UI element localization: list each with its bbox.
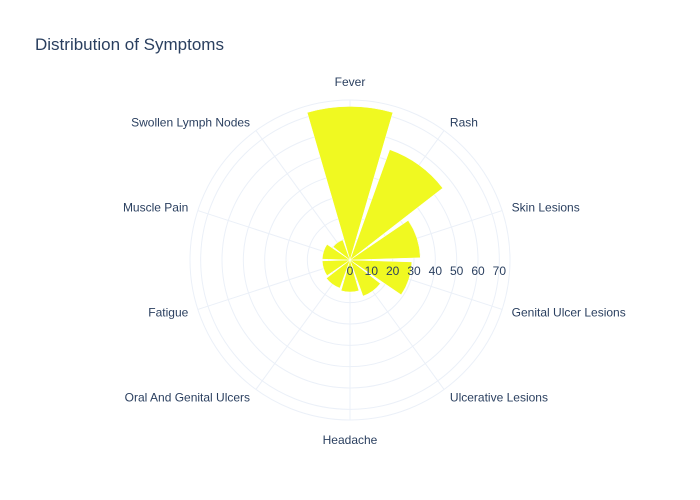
radial-tick-label: 60 <box>471 264 485 278</box>
angular-axis-labels: Fever Rash Skin Lesions Genital Ulcer Lesio… <box>123 75 626 447</box>
chart-title: Distribution of Symptoms <box>35 35 224 54</box>
angular-tick-label: Muscle Pain <box>123 200 188 214</box>
bar-rash[interactable] <box>349 149 444 261</box>
radial-tick-label: 40 <box>429 264 443 278</box>
angular-gridline <box>255 130 351 261</box>
angular-tick-label: Rash <box>450 115 478 129</box>
angular-tick-label: Fever <box>335 75 366 89</box>
bar-oral-and-genital-ulcers[interactable] <box>326 259 351 289</box>
angular-tick-label: Genital Ulcer Lesions <box>512 306 626 320</box>
radial-tick-label: 0 <box>347 264 354 278</box>
bar-ulcerative-lesions[interactable] <box>349 259 381 297</box>
angular-tick-label: Ulcerative Lesions <box>450 391 548 405</box>
bar-swollen-lymph-nodes[interactable] <box>332 239 351 261</box>
angular-tick-label: Fatigue <box>148 306 188 320</box>
bar-muscle-pain[interactable] <box>322 244 351 261</box>
angular-tick-label: Oral And Genital Ulcers <box>125 391 250 405</box>
radial-tick-label: 20 <box>386 264 400 278</box>
bar-genital-ulcer-lesions[interactable] <box>349 259 413 296</box>
radial-tick-label: 30 <box>407 264 421 278</box>
radial-axis-labels: 0 10 20 30 40 50 60 70 <box>347 264 507 278</box>
radial-tick-label: 70 <box>493 264 507 278</box>
bar-headache[interactable] <box>340 259 360 293</box>
radial-tick-label: 50 <box>450 264 464 278</box>
bar-skin-lesions[interactable] <box>349 220 421 261</box>
angular-tick-label: Swollen Lymph Nodes <box>131 115 250 129</box>
radial-tick-label: 10 <box>365 264 379 278</box>
bar-series <box>306 106 444 297</box>
angular-tick-label: Skin Lesions <box>512 200 580 214</box>
angular-tick-label: Headache <box>323 433 378 447</box>
bar-fatigue[interactable] <box>322 259 351 276</box>
bar-fever[interactable] <box>306 106 394 261</box>
